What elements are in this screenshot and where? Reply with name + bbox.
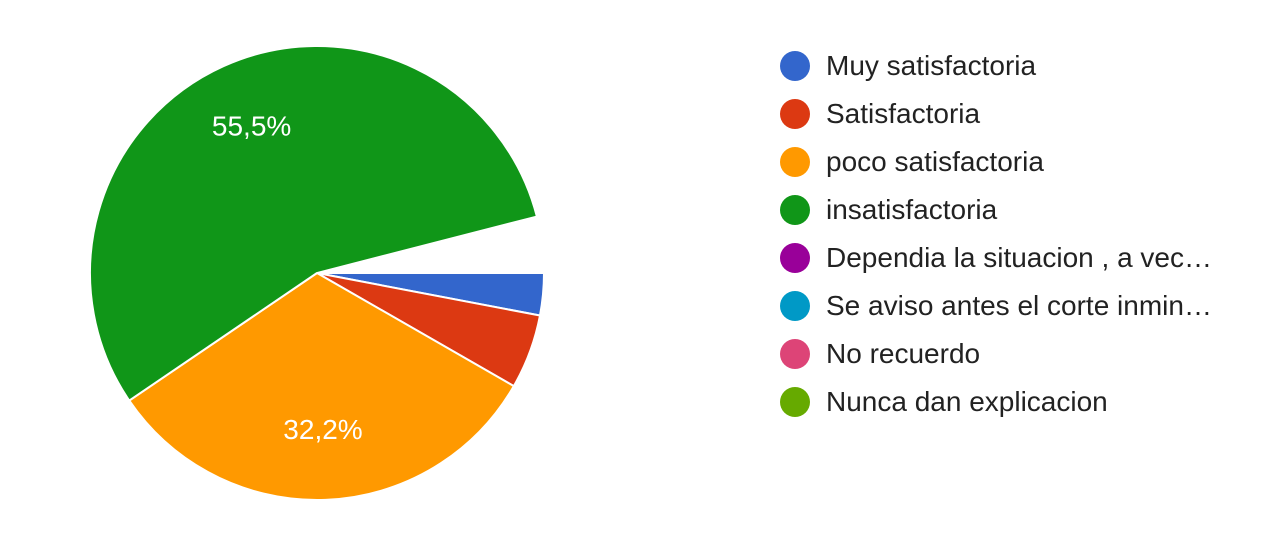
legend-swatch-icon	[780, 387, 810, 417]
legend-item-0[interactable]: Muy satisfactoria	[780, 42, 1212, 90]
legend-item-6[interactable]: No recuerdo	[780, 330, 1212, 378]
legend-swatch-icon	[780, 195, 810, 225]
legend-swatch-icon	[780, 99, 810, 129]
legend-label: Se aviso antes el corte inmin…	[826, 290, 1212, 321]
legend-label: Dependia la situacion , a vec…	[826, 242, 1212, 273]
legend-label: Nunca dan explicacion	[826, 386, 1108, 417]
legend-swatch-icon	[780, 291, 810, 321]
legend-swatch-icon	[780, 243, 810, 273]
legend-swatch-icon	[780, 339, 810, 369]
pie-slice-2[interactable]	[127, 271, 516, 501]
legend-label: insatisfactoria	[826, 194, 998, 225]
legend-item-5[interactable]: Se aviso antes el corte inmin…	[780, 282, 1212, 330]
legend-item-4[interactable]: Dependia la situacion , a vec…	[780, 234, 1212, 282]
pie-plot-area: 32,2% 55,5%	[89, 45, 546, 501]
legend-swatch-icon	[780, 147, 810, 177]
legend-item-1[interactable]: Satisfactoria	[780, 90, 1212, 138]
legend-item-2[interactable]: poco satisfactoria	[780, 138, 1212, 186]
legend: Muy satisfactoria Satisfactoria poco satis…	[780, 42, 1212, 426]
legend-label: No recuerdo	[826, 338, 981, 369]
slice-data-label-2: 32,2%	[283, 414, 362, 445]
legend-label: Muy satisfactoria	[826, 50, 1037, 81]
pie-slice-3[interactable]	[89, 45, 539, 402]
legend-swatch-icon	[780, 51, 810, 81]
legend-item-3[interactable]: insatisfactoria	[780, 186, 1212, 234]
legend-label: poco satisfactoria	[826, 146, 1044, 177]
slice-data-label-3: 55,5%	[212, 111, 291, 142]
legend-label: Satisfactoria	[826, 98, 981, 129]
legend-item-7[interactable]: Nunca dan explicacion	[780, 378, 1212, 426]
